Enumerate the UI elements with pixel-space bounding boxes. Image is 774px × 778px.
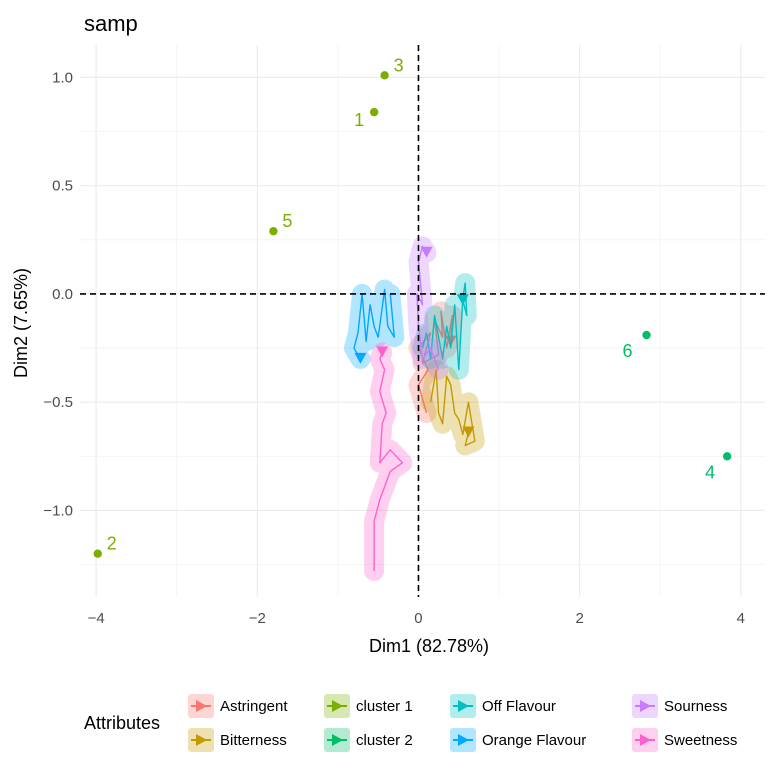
legend-item: Astringent: [188, 694, 288, 718]
trajectory-end-marker: [462, 426, 475, 438]
legend-label: Astringent: [220, 698, 288, 715]
legend-item: Sweetness: [632, 728, 737, 752]
x-tick-label: −2: [249, 610, 266, 627]
legend-label: cluster 1: [356, 698, 413, 715]
x-tick-label: −4: [88, 610, 105, 627]
data-point: [380, 71, 389, 80]
legend-label: cluster 2: [356, 732, 413, 749]
legend-item: cluster 1: [324, 694, 413, 718]
trajectory-end-marker: [354, 352, 367, 364]
legend-key-marker: [640, 700, 651, 712]
data-point: [722, 452, 732, 461]
data-point: [369, 107, 379, 117]
legend-item: cluster 2: [324, 728, 413, 752]
trajectory-line: [421, 282, 468, 371]
x-axis-ticks: −4 −2 0 2 4: [88, 610, 745, 627]
reference-lines: [80, 45, 765, 597]
points: 1 3 5 2 6 4: [93, 55, 732, 558]
x-tick-label: 4: [737, 610, 745, 627]
legend-label: Sourness: [664, 698, 727, 715]
legend-key-marker: [458, 734, 469, 746]
y-axis-ticks: −1.0 −0.5 0.0 0.5 1.0: [43, 69, 73, 519]
data-point: [93, 549, 102, 558]
legend-title: Attributes: [84, 713, 160, 733]
y-tick-label: −0.5: [43, 394, 73, 411]
legend-label: Sweetness: [664, 732, 737, 749]
legend-key-marker: [640, 734, 651, 746]
legend-label: Off Flavour: [482, 698, 556, 715]
trajectory-line: [353, 288, 395, 360]
data-point-label: 5: [282, 211, 292, 231]
trajectory-line: [416, 245, 440, 370]
data-point: [269, 226, 278, 236]
x-tick-label: 2: [575, 610, 583, 627]
trajectory-line: [417, 310, 453, 414]
trajectory-end-marker: [420, 246, 433, 258]
trajectory-band: [364, 342, 413, 581]
trajectory-end-marker: [376, 346, 389, 358]
legend-item: Sourness: [632, 694, 727, 718]
legend-key-marker: [196, 700, 207, 712]
legend-label: Orange Flavour: [482, 732, 586, 749]
y-axis-title: Dim2 (7.65%): [11, 268, 31, 378]
legend-key-marker: [458, 700, 469, 712]
legend-key-marker: [332, 700, 343, 712]
data-point-label: 4: [705, 462, 715, 482]
trajectory-line: [373, 352, 404, 571]
y-tick-label: −1.0: [43, 502, 73, 519]
y-tick-label: 0.0: [52, 286, 73, 303]
legend-item: Orange Flavour: [450, 728, 586, 752]
data-point-label: 3: [394, 55, 404, 75]
trajectories: [344, 236, 485, 581]
data-point-label: 6: [623, 341, 633, 361]
x-tick-label: 0: [414, 610, 422, 627]
data-point-label: 2: [107, 534, 117, 554]
trajectory-line: [429, 369, 476, 447]
legend-key-marker: [332, 734, 343, 746]
y-tick-label: 1.0: [52, 69, 73, 86]
legend-label: Bitterness: [220, 732, 287, 749]
legend-item: Bitterness: [188, 728, 287, 752]
y-tick-label: 0.5: [52, 178, 73, 195]
trajectory-end-marker: [456, 294, 469, 306]
data-point-label: 1: [354, 110, 364, 130]
x-axis-title: Dim1 (82.78%): [369, 636, 489, 656]
legend: Astringent Bitterness cluster 1 cluster 2 Of…: [188, 694, 737, 752]
chart-title: samp: [84, 11, 138, 36]
data-point: [642, 330, 651, 340]
legend-key-marker: [196, 734, 207, 746]
legend-item: Off Flavour: [450, 694, 556, 718]
